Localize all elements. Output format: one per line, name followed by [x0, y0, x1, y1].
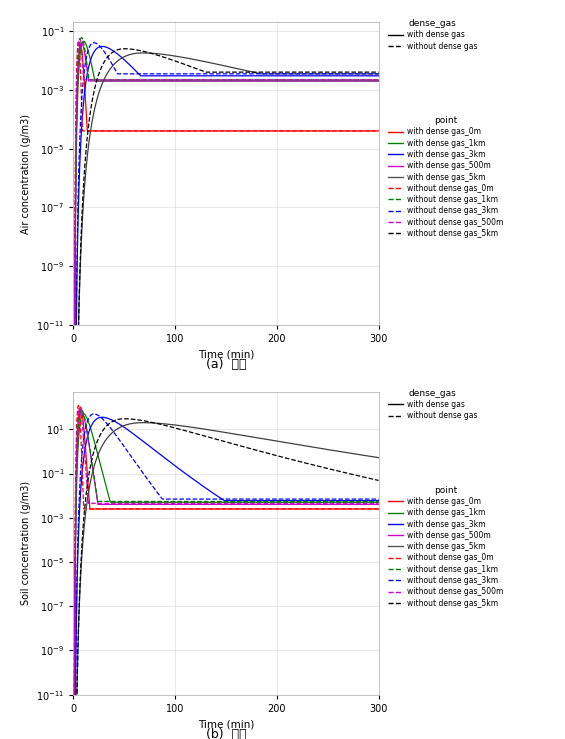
- Text: (b)  토양: (b) 토양: [206, 728, 246, 739]
- Legend: with dense gas_0m, with dense gas_1km, with dense gas_3km, with dense gas_500m, : with dense gas_0m, with dense gas_1km, w…: [385, 483, 506, 610]
- X-axis label: Time (min): Time (min): [198, 719, 254, 729]
- Y-axis label: Soil concentration (g/m3): Soil concentration (g/m3): [21, 481, 31, 605]
- X-axis label: Time (min): Time (min): [198, 350, 254, 360]
- Y-axis label: Air concentration (g/m3): Air concentration (g/m3): [21, 114, 31, 234]
- Text: (a)  대기: (a) 대기: [206, 358, 246, 372]
- Legend: with dense gas_0m, with dense gas_1km, with dense gas_3km, with dense gas_500m, : with dense gas_0m, with dense gas_1km, w…: [385, 113, 506, 241]
